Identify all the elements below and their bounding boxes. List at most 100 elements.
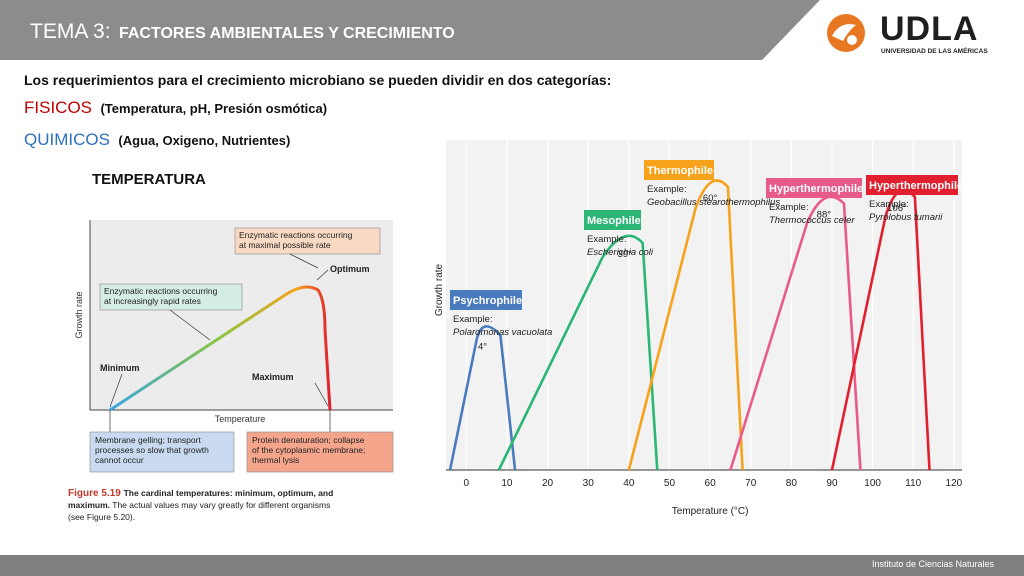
series-name: Hyperthermophile xyxy=(769,183,863,195)
optimum-label: Optimum xyxy=(330,264,370,274)
series-optimum-label: 39° xyxy=(618,249,633,260)
increasing-rate-line: at increasingly rapid rates xyxy=(104,296,201,306)
increasing-rate-box xyxy=(99,283,243,311)
series-example-label: Example: xyxy=(769,202,809,213)
optimal-rate-pointer xyxy=(289,253,319,269)
minimum-label: Minimum xyxy=(100,363,140,373)
chart-x-axis-label: Temperature (°C) xyxy=(672,506,749,517)
series-name-box xyxy=(584,210,641,230)
figure-caption: Figure 5.19 The cardinal temperatures: m… xyxy=(68,488,333,522)
intro-sentence: Los requerimientos para el crecimiento m… xyxy=(24,72,607,88)
caption-line: (see Figure 5.20). xyxy=(68,512,135,522)
series-optimum-label: 60° xyxy=(703,193,718,204)
series-name-box xyxy=(766,178,862,198)
series-example: Thermococcus celer xyxy=(769,215,855,226)
optimal-rate-line: Enzymatic reactions occurring xyxy=(239,230,353,240)
series-example-label: Example: xyxy=(453,314,493,325)
chart-x-tick-label: 30 xyxy=(583,478,595,489)
slide-title: TEMA 3: FACTORES AMBIENTALES Y CRECIMIEN… xyxy=(30,20,455,44)
chart-x-tick-label: 70 xyxy=(745,478,757,489)
chart-y-axis-label: Growth rate xyxy=(434,263,445,316)
maximum-explanation-line: of the cytoplasmic membrane; xyxy=(252,445,365,455)
chart-x-tick-label: 80 xyxy=(786,478,798,489)
series-example: Geobacillus stearothermophilus xyxy=(647,197,780,208)
increasing-rate-text: Enzymatic reactions occurring at increasi… xyxy=(104,286,218,306)
series-example-label: Example: xyxy=(869,199,909,210)
series-example: Polaromonas vacuolata xyxy=(453,327,552,338)
optimal-rate-text: Enzymatic reactions occurring at maximal … xyxy=(239,230,353,250)
logo-subtitle: UNIVERSIDAD DE LAS AMÉRICAS xyxy=(881,48,988,55)
chart-x-tick-label: 100 xyxy=(864,478,881,489)
series-name-box xyxy=(644,160,714,180)
cardinal-growth-curve xyxy=(109,285,332,412)
slide-title-prefix: TEMA 3: xyxy=(30,20,111,43)
physical-label: FISICOS xyxy=(24,98,93,117)
series-optimum-label: 88° xyxy=(817,210,832,221)
series-example: Pyrolobus fumarii xyxy=(869,212,943,223)
intro-text: Los requerimientos para el crecimiento m… xyxy=(24,72,611,88)
footer-text: Instituto de Ciencias Naturales xyxy=(871,559,994,569)
optimal-rate-box xyxy=(234,227,381,255)
minimum-explanation-line: cannot occur xyxy=(95,455,144,465)
caption-label: Figure 5.19 xyxy=(68,488,124,499)
chart-x-tick-label: 10 xyxy=(501,478,513,489)
caption-line: The cardinal temperatures: minimum, opti… xyxy=(124,488,334,498)
chemical-label: QUIMICOS xyxy=(24,130,110,149)
maximum-pointer xyxy=(314,382,329,407)
temperature-heading: TEMPERATURA xyxy=(92,171,206,188)
minimum-explanation-box xyxy=(89,431,235,473)
series-name-box xyxy=(866,175,958,195)
udla-logo-icon xyxy=(827,14,865,52)
chart-x-tick-label: 60 xyxy=(705,478,717,489)
cardinal-temperature-figure: Enzymatic reactions occurring at maximal … xyxy=(68,220,394,522)
minimum-explanation-line: Membrane gelling; transport xyxy=(95,435,201,445)
physical-detail: (Temperatura, pH, Presión osmótica) xyxy=(100,101,328,116)
slide-title-main: FACTORES AMBIENTALES Y CRECIMIENTO xyxy=(118,25,455,42)
series-optimum-label: 106° xyxy=(887,203,907,214)
increasing-rate-pointer xyxy=(169,309,211,341)
series-curve xyxy=(729,195,862,471)
chemical-detail: (Agua, Oxigeno, Nutrientes) xyxy=(118,133,291,148)
chart-x-tick-label: 0 xyxy=(464,478,470,489)
series-example: Escherichia coli xyxy=(587,247,654,258)
header-background xyxy=(0,0,820,60)
temperature-classes-chart: 0 10 20 30 40 50 60 70 80 90 100 110 120 Temperature … xyxy=(434,140,963,517)
cardinal-y-axis-label: Growth rate xyxy=(74,291,84,338)
chart-x-tick-label: 50 xyxy=(664,478,676,489)
minimum-explanation-text: Membrane gelling; transport processes so … xyxy=(95,435,209,465)
udla-logo: UDLA UNIVERSIDAD DE LAS AMÉRICAS xyxy=(822,10,988,60)
optimum-pointer xyxy=(316,269,329,281)
optimal-rate-line: at maximal possible rate xyxy=(239,240,331,250)
series-name: Thermophile xyxy=(647,165,713,177)
maximum-explanation-line: Protein denaturation; collapse xyxy=(252,435,365,445)
minimum-explanation-line: processes so slow that growth xyxy=(95,445,209,455)
chart-x-tick-label: 120 xyxy=(946,478,963,489)
series-name-box xyxy=(450,290,522,310)
chart-x-tick-label: 90 xyxy=(826,478,838,489)
series-curve xyxy=(448,325,517,471)
physical-category: FISICOS (Temperatura, pH, Presión osmóti… xyxy=(24,98,327,118)
series-name: Mesophile xyxy=(587,215,641,227)
logo-wordmark: UDLA xyxy=(880,10,979,48)
maximum-explanation-line: thermal lysis xyxy=(252,455,299,465)
caption-line: maximum. xyxy=(68,500,110,510)
series-example-label: Example: xyxy=(647,184,687,195)
intro-colon: : xyxy=(606,72,612,88)
footer-bar: Instituto de Ciencias Naturales xyxy=(0,555,1024,576)
series-example-label: Example: xyxy=(587,234,627,245)
maximum-explanation-box xyxy=(246,431,394,473)
increasing-rate-line: Enzymatic reactions occurring xyxy=(104,286,218,296)
maximum-explanation-text: Protein denaturation; collapse of the cyt… xyxy=(252,435,365,465)
minimum-pointer xyxy=(109,373,123,408)
chemical-category: QUIMICOS (Agua, Oxigeno, Nutrientes) xyxy=(24,130,290,150)
chart-x-tick-label: 110 xyxy=(905,478,921,489)
chart-x-tick-label: 40 xyxy=(623,478,635,489)
series-name: Hyperthermophile xyxy=(869,180,963,192)
series-optimum-label: 4° xyxy=(478,342,487,353)
caption-line: The actual values may vary greatly for d… xyxy=(110,500,330,510)
series-curve xyxy=(497,234,659,471)
cardinal-x-axis-label: Temperature xyxy=(215,414,266,424)
chart-x-tick-label: 20 xyxy=(542,478,554,489)
series-name: Psychrophile xyxy=(453,295,522,307)
maximum-label: Maximum xyxy=(252,372,294,382)
